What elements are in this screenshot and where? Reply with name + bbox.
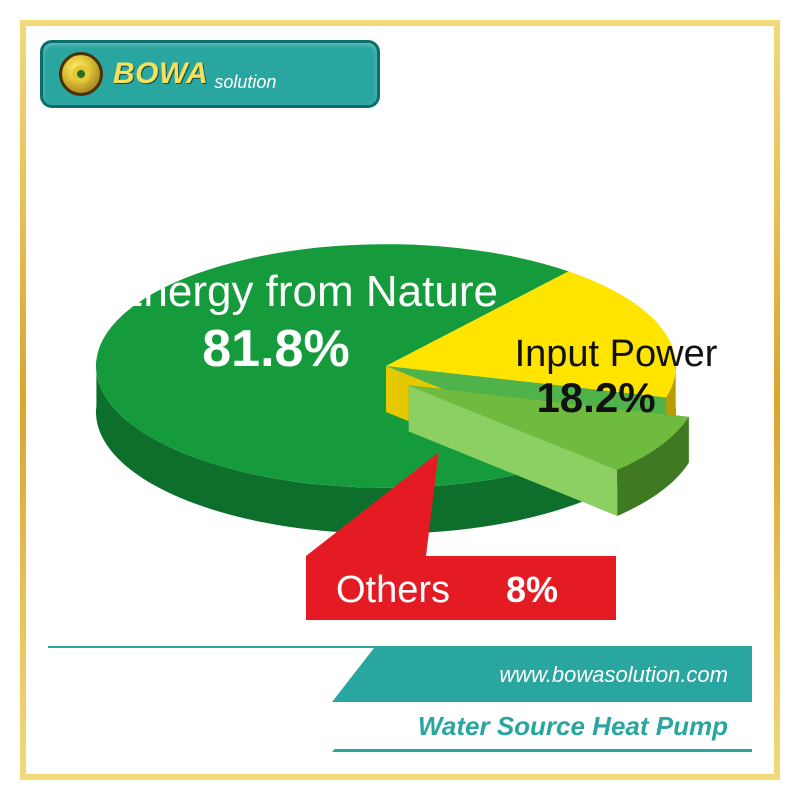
- brand-suffix: solution: [214, 72, 276, 105]
- svg-text:Input Power: Input Power: [515, 333, 718, 375]
- svg-text:Energy from Nature: Energy from Nature: [114, 267, 498, 316]
- brand-name: BOWA: [113, 57, 208, 91]
- url-strip: www.bowasolution.com: [332, 648, 752, 702]
- brand-medallion-icon: [59, 52, 103, 96]
- svg-text:8%: 8%: [506, 569, 558, 610]
- svg-text:81.8%: 81.8%: [202, 320, 349, 378]
- energy-pie-chart: Energy from Nature81.8% Input Power18.2% O…: [76, 176, 736, 636]
- website-url: www.bowasolution.com: [499, 662, 728, 688]
- svg-text:18.2%: 18.2%: [536, 374, 655, 421]
- brand-logo: BOWA solution: [40, 40, 380, 108]
- svg-text:Others: Others: [336, 569, 450, 611]
- teal-divider: [48, 646, 752, 648]
- title-strip: Water Source Heat Pump: [332, 704, 752, 752]
- pie-svg: Energy from Nature81.8% Input Power18.2% O…: [76, 176, 736, 636]
- gold-frame: BOWA solution Energy from Nature81.8% Inp…: [20, 20, 780, 780]
- product-title: Water Source Heat Pump: [418, 711, 728, 742]
